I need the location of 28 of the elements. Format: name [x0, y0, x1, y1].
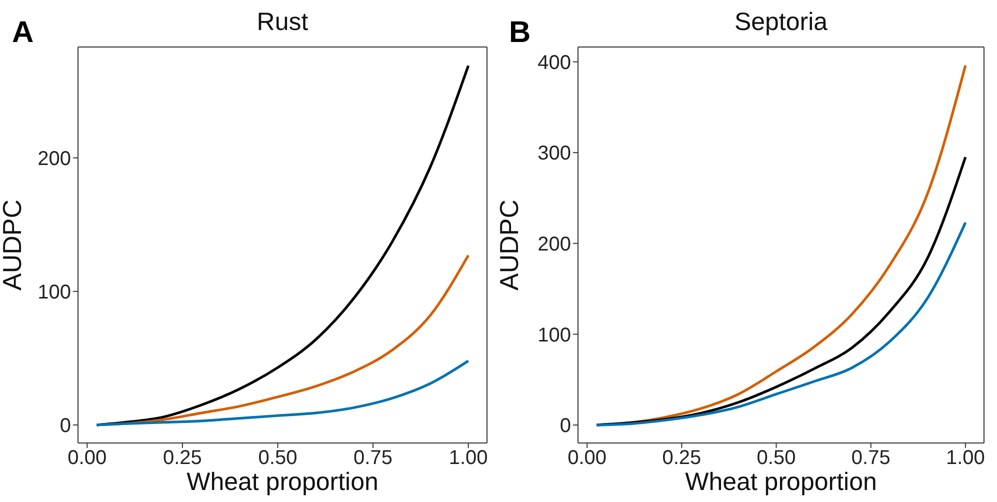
x-axis-title: Wheat proportion — [685, 468, 877, 496]
y-tick-label: 200 — [538, 234, 571, 256]
x-tick-label: 0.50 — [756, 447, 796, 470]
line-series — [95, 360, 470, 426]
line-series — [595, 221, 967, 426]
y-tick-label: 300 — [538, 142, 571, 165]
y-tick-label: 400 — [538, 52, 571, 74]
chart-title: Septoria — [733, 8, 829, 37]
chart-title: Rust — [256, 8, 310, 37]
x-tick-label: 0.25 — [162, 447, 202, 470]
text: B — [509, 16, 531, 50]
y-tick-label: 200 — [38, 148, 71, 170]
y-axis-title: AUDPC — [494, 199, 524, 291]
y-axis-title: AUDPC — [0, 199, 28, 291]
y-tick-label: 0 — [560, 415, 571, 438]
x-tick-label: 0.25 — [662, 447, 702, 470]
x-tick-label: 0.00 — [68, 447, 107, 470]
x-tick-label: 1.00 — [946, 447, 985, 470]
text: A — [12, 16, 34, 50]
x-tick-label: 1.00 — [448, 447, 488, 470]
x-tick-label: 0.75 — [851, 447, 890, 470]
x-tick-label: 0.50 — [258, 447, 298, 470]
x-tick-label: 0.00 — [568, 447, 607, 470]
x-tick-label: 0.75 — [354, 447, 392, 470]
x-axis-title: Wheat proportion — [186, 468, 378, 496]
y-tick-label: 100 — [38, 282, 71, 304]
y-tick-label: 0 — [60, 415, 71, 438]
y-tick-label: 100 — [538, 324, 571, 346]
